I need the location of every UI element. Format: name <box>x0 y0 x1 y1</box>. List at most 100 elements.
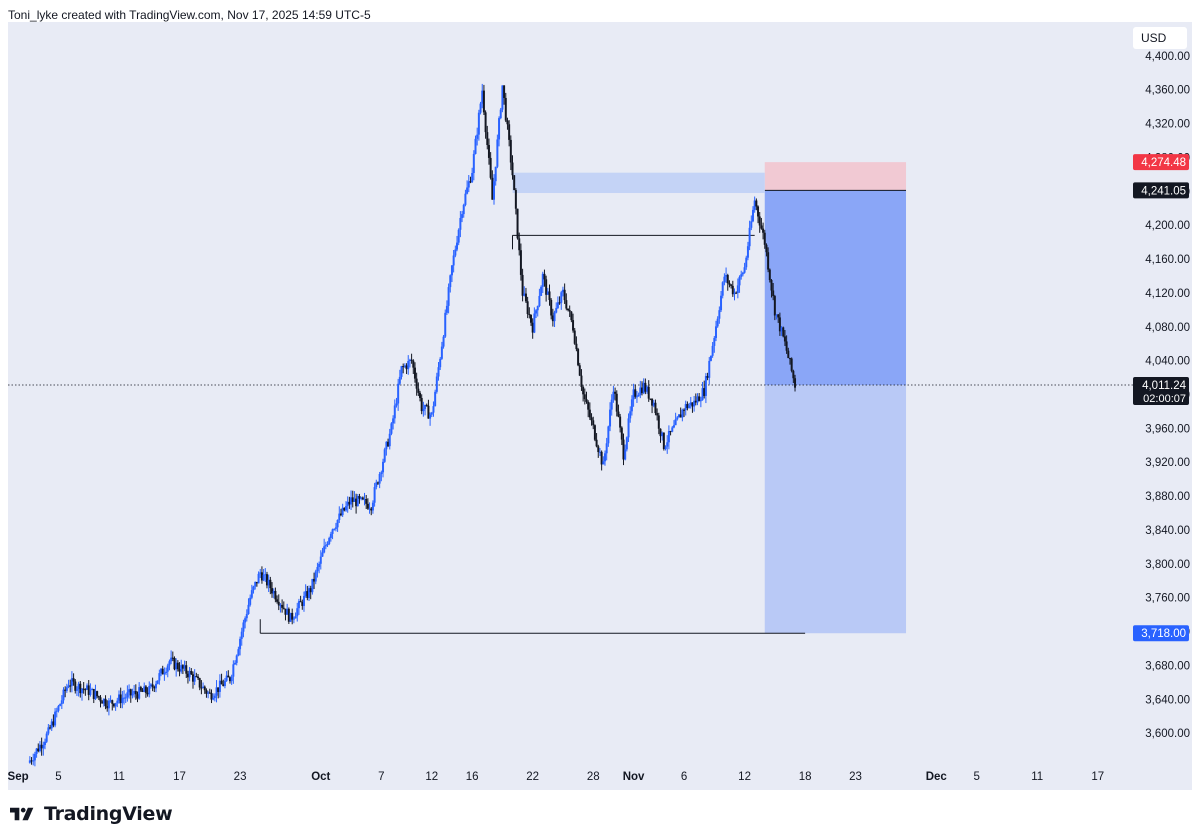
candle-up <box>716 318 719 327</box>
candle-down <box>730 284 733 286</box>
candle-down <box>415 378 418 389</box>
candle-up <box>708 360 711 378</box>
candle-up <box>259 572 262 574</box>
candle-down <box>726 275 729 284</box>
stop-loss-zone <box>764 162 907 191</box>
candle-up <box>32 760 35 762</box>
candle-down <box>313 578 316 582</box>
candle-down <box>271 588 274 594</box>
target-price-label: 3,718.00 <box>1141 628 1186 640</box>
candle-up <box>345 506 348 511</box>
candle-up <box>676 417 679 420</box>
candle-up <box>247 604 250 614</box>
candle-down <box>417 388 420 393</box>
currency-selector[interactable]: USD <box>1133 27 1187 49</box>
candle-down <box>572 320 575 331</box>
candle-up <box>442 336 445 347</box>
candle-down <box>587 401 590 410</box>
candle-up <box>610 399 613 410</box>
candle-down <box>181 665 184 669</box>
candle-down <box>486 132 489 146</box>
candle-down <box>220 680 223 685</box>
candle-up <box>395 403 398 406</box>
candle-up <box>661 432 664 437</box>
time-tick-label: 11 <box>1031 771 1043 783</box>
candle-up <box>688 405 691 409</box>
candle-up <box>292 618 295 620</box>
candle-up <box>272 590 275 594</box>
candle-up <box>635 396 638 398</box>
candle-down <box>588 409 591 418</box>
candle-up <box>714 326 717 338</box>
candle-up <box>498 118 501 140</box>
time-tick-label: 17 <box>173 771 186 783</box>
candle-up <box>311 578 314 593</box>
candle-up <box>400 366 403 377</box>
candle-up <box>536 306 539 311</box>
candle-down <box>208 692 211 694</box>
candle-up <box>43 741 46 746</box>
candle-down <box>469 181 472 183</box>
candle-down <box>343 507 346 511</box>
candle-up <box>439 358 442 368</box>
time-tick-label: 23 <box>849 771 862 783</box>
candle-up <box>114 703 117 707</box>
candle-down <box>96 691 99 697</box>
candle-up <box>440 346 443 359</box>
candle-up <box>213 695 216 699</box>
candle-down <box>782 327 785 337</box>
candle-up <box>493 181 496 200</box>
candle-up <box>126 692 129 698</box>
candle-down <box>657 415 660 429</box>
candle-down <box>762 228 765 233</box>
chart-credit: Toni_lyke created with TradingView.com, … <box>8 8 371 22</box>
candle-down <box>615 393 618 412</box>
candle-down <box>197 676 200 679</box>
candle-down <box>195 676 198 678</box>
candle-up <box>250 590 253 598</box>
candle-up <box>160 668 163 674</box>
candle-down <box>185 665 188 674</box>
candle-down <box>619 416 622 428</box>
candle-down <box>706 376 709 378</box>
candle-down <box>419 392 422 398</box>
candle-down <box>530 314 533 323</box>
candle-up <box>456 242 459 250</box>
candle-up <box>148 685 151 695</box>
candle-up <box>234 662 237 665</box>
candle-down <box>299 601 302 603</box>
candle-up <box>681 409 684 418</box>
candle-down <box>509 139 512 163</box>
candle-up <box>775 314 778 316</box>
price-chart[interactable]: 3,600.003,640.003,680.003,720.003,760.00… <box>8 22 1192 790</box>
candle-up <box>240 631 243 639</box>
chart-frame[interactable] <box>8 22 1192 790</box>
candle-down <box>186 673 189 678</box>
candle-down <box>309 588 312 593</box>
candle-down <box>144 686 147 693</box>
candle-down <box>551 315 554 322</box>
candle-down <box>731 285 734 295</box>
candle-down <box>101 701 104 704</box>
candle-up <box>671 427 674 432</box>
lines-layer <box>8 234 1133 634</box>
candle-up <box>479 103 482 113</box>
candle-down <box>205 690 208 694</box>
candle-up <box>249 597 252 605</box>
candle-down <box>518 238 521 251</box>
candle-up <box>598 451 601 453</box>
candle-down <box>106 706 109 709</box>
candle-up <box>168 661 171 666</box>
candle-down <box>760 225 763 229</box>
tradingview-logo[interactable]: TradingView <box>10 802 173 826</box>
candle-up <box>464 193 467 205</box>
candle-up <box>373 487 376 503</box>
candle-up <box>672 425 675 428</box>
candle-up <box>664 446 667 450</box>
candle-down <box>141 690 144 692</box>
candle-down <box>425 404 428 406</box>
candle-up <box>89 689 92 695</box>
candle-up <box>323 546 326 553</box>
price-tick-label: 4,200.00 <box>1145 220 1190 232</box>
candle-up <box>523 293 526 296</box>
